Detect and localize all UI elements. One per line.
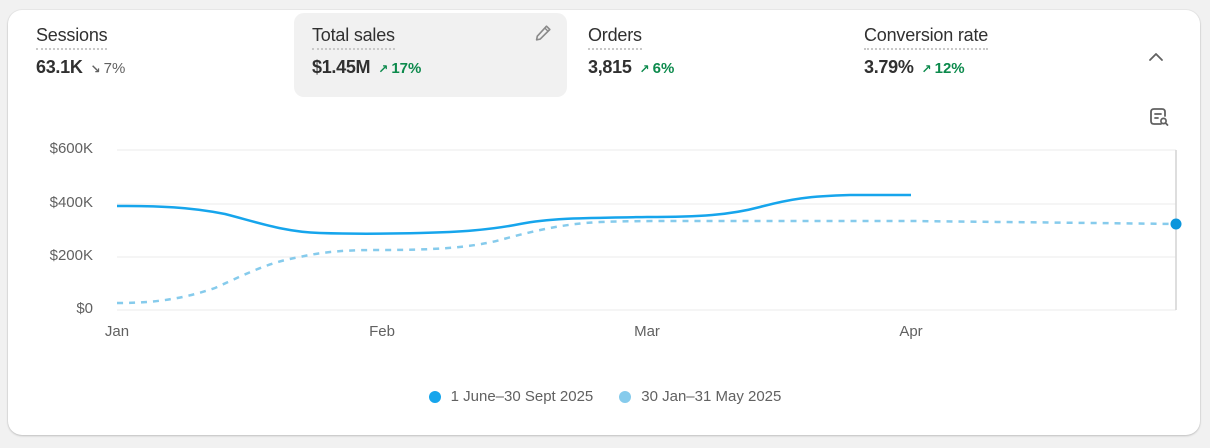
legend-item-current[interactable]: 1 June–30 Sept 2025 — [428, 388, 594, 405]
metric-label: Orders — [588, 25, 642, 50]
y-tick-label: $400K — [49, 194, 93, 211]
legend-label: 1 June–30 Sept 2025 — [450, 388, 594, 405]
arrow-up-right-icon: ↗ — [378, 62, 389, 76]
arrow-up-right-icon: ↗ — [639, 62, 650, 76]
delta-badge: ↘ 7% — [91, 60, 126, 77]
y-tick-label: $0 — [76, 300, 93, 317]
metric-total-sales[interactable]: Total sales $1.45M ↗ 17% — [294, 13, 567, 97]
pencil-icon[interactable] — [533, 23, 553, 43]
primary-series-line — [116, 193, 911, 235]
x-tick-label: Jan — [104, 323, 130, 340]
metric-conversion-rate[interactable]: Conversion rate 3.79% ↗ 12% — [846, 13, 1119, 97]
arrow-down-right-icon: ↘ — [90, 62, 101, 76]
legend-item-comparison[interactable]: 30 Jan–31 May 2025 — [619, 388, 781, 405]
metric-value: 3,815 — [588, 57, 632, 77]
metric-orders[interactable]: Orders 3,815 ↗ 6% — [570, 13, 843, 97]
delta-badge: ↗ 17% — [378, 60, 421, 77]
x-tick-label: Apr — [899, 323, 923, 340]
metric-sessions[interactable]: Sessions 63.1K ↘ 7% — [18, 13, 291, 97]
metric-value: 63.1K — [36, 57, 83, 77]
metric-value: 3.79% — [864, 57, 914, 77]
legend-label: 30 Jan–31 May 2025 — [641, 388, 782, 405]
comparison-series-line — [116, 219, 1177, 305]
metric-label: Total sales — [312, 25, 395, 50]
legend-dot-icon — [619, 390, 632, 403]
delta-value: 12% — [934, 60, 965, 77]
delta-value: 7% — [103, 60, 126, 77]
legend-dot-icon — [428, 390, 441, 403]
metric-label: Sessions — [36, 25, 108, 50]
chart-legend: 1 June–30 Sept 2025 30 Jan–31 May 2025 — [0, 388, 1210, 405]
y-tick-label: $200K — [49, 247, 93, 264]
gridlines — [117, 149, 1177, 311]
collapse-button[interactable] — [1143, 44, 1169, 70]
x-tick-label: Feb — [369, 323, 395, 340]
hover-point — [1170, 218, 1182, 230]
delta-value: 6% — [652, 60, 675, 77]
delta-value: 17% — [391, 60, 422, 77]
chevron-up-icon — [1149, 53, 1163, 61]
arrow-up-right-icon: ↗ — [921, 62, 932, 76]
x-tick-label: Mar — [634, 323, 660, 340]
metric-label: Conversion rate — [864, 25, 988, 50]
y-tick-label: $600K — [49, 140, 93, 157]
inspect-data-icon[interactable] — [1147, 105, 1171, 129]
metric-value: $1.45M — [312, 57, 371, 77]
delta-badge: ↗ 6% — [640, 60, 675, 77]
delta-badge: ↗ 12% — [922, 60, 965, 77]
